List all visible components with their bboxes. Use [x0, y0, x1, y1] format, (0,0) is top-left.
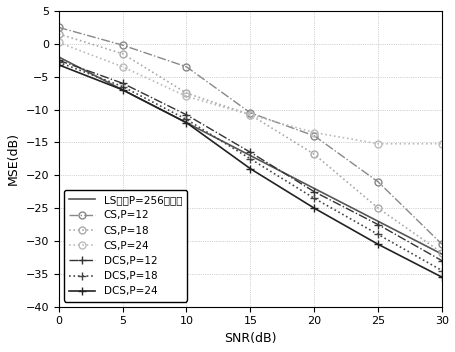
CS,P=12 [374, 180, 380, 184]
DCS,P=24 [120, 88, 125, 92]
DCS,P=12 [120, 81, 125, 86]
Legend: LS使用P=256个导频, CS,P=12, CS,P=18, CS,P=24, DCS,P=12, DCS,P=18, DCS,P=24: LS使用P=256个导频, CS,P=12, CS,P=18, CS,P=24,… [64, 190, 187, 302]
DCS,P=24 [56, 63, 61, 67]
DCS,P=12 [374, 222, 380, 227]
CS,P=24 [311, 131, 316, 135]
CS,P=18 [438, 251, 444, 255]
DCS,P=18 [247, 157, 253, 161]
CS,P=24 [247, 113, 253, 117]
Line: CS,P=12: CS,P=12 [55, 24, 445, 248]
Line: DCS,P=18: DCS,P=18 [55, 58, 445, 275]
DCS,P=18 [183, 117, 189, 121]
Line: CS,P=24: CS,P=24 [55, 39, 445, 147]
DCS,P=24 [311, 206, 316, 210]
Line: LS使用P=256个导频: LS使用P=256个导频 [59, 57, 441, 254]
DCS,P=18 [438, 269, 444, 273]
DCS,P=24 [183, 121, 189, 125]
DCS,P=12 [438, 259, 444, 263]
DCS,P=24 [438, 275, 444, 279]
DCS,P=18 [374, 232, 380, 237]
LS使用P=256个导频 [120, 88, 125, 92]
CS,P=12 [247, 111, 253, 115]
CS,P=12 [438, 242, 444, 246]
CS,P=24 [374, 142, 380, 146]
CS,P=18 [56, 32, 61, 36]
LS使用P=256个导频 [438, 252, 444, 256]
DCS,P=12 [311, 190, 316, 194]
CS,P=24 [183, 94, 189, 99]
CS,P=12 [311, 134, 316, 138]
LS使用P=256个导频 [311, 186, 316, 190]
LS使用P=256个导频 [56, 55, 61, 59]
LS使用P=256个导频 [247, 153, 253, 158]
DCS,P=12 [247, 150, 253, 155]
CS,P=18 [247, 113, 253, 117]
DCS,P=12 [183, 113, 189, 117]
CS,P=18 [120, 51, 125, 56]
CS,P=12 [56, 25, 61, 30]
CS,P=12 [120, 43, 125, 47]
CS,P=24 [56, 40, 61, 45]
Y-axis label: MSE(dB): MSE(dB) [7, 132, 20, 186]
LS使用P=256个导频 [374, 219, 380, 224]
X-axis label: SNR(dB): SNR(dB) [224, 332, 276, 345]
CS,P=18 [183, 91, 189, 95]
CS,P=24 [438, 142, 444, 146]
Line: DCS,P=24: DCS,P=24 [55, 61, 445, 281]
Line: DCS,P=12: DCS,P=12 [55, 56, 445, 265]
DCS,P=24 [247, 166, 253, 171]
CS,P=12 [183, 65, 189, 69]
DCS,P=18 [56, 60, 61, 64]
DCS,P=18 [311, 196, 316, 200]
Line: CS,P=18: CS,P=18 [55, 31, 445, 256]
DCS,P=24 [374, 242, 380, 246]
LS使用P=256个导频 [183, 121, 189, 125]
CS,P=18 [374, 206, 380, 210]
CS,P=18 [311, 152, 316, 156]
DCS,P=12 [56, 58, 61, 62]
CS,P=24 [120, 65, 125, 69]
DCS,P=18 [120, 84, 125, 89]
